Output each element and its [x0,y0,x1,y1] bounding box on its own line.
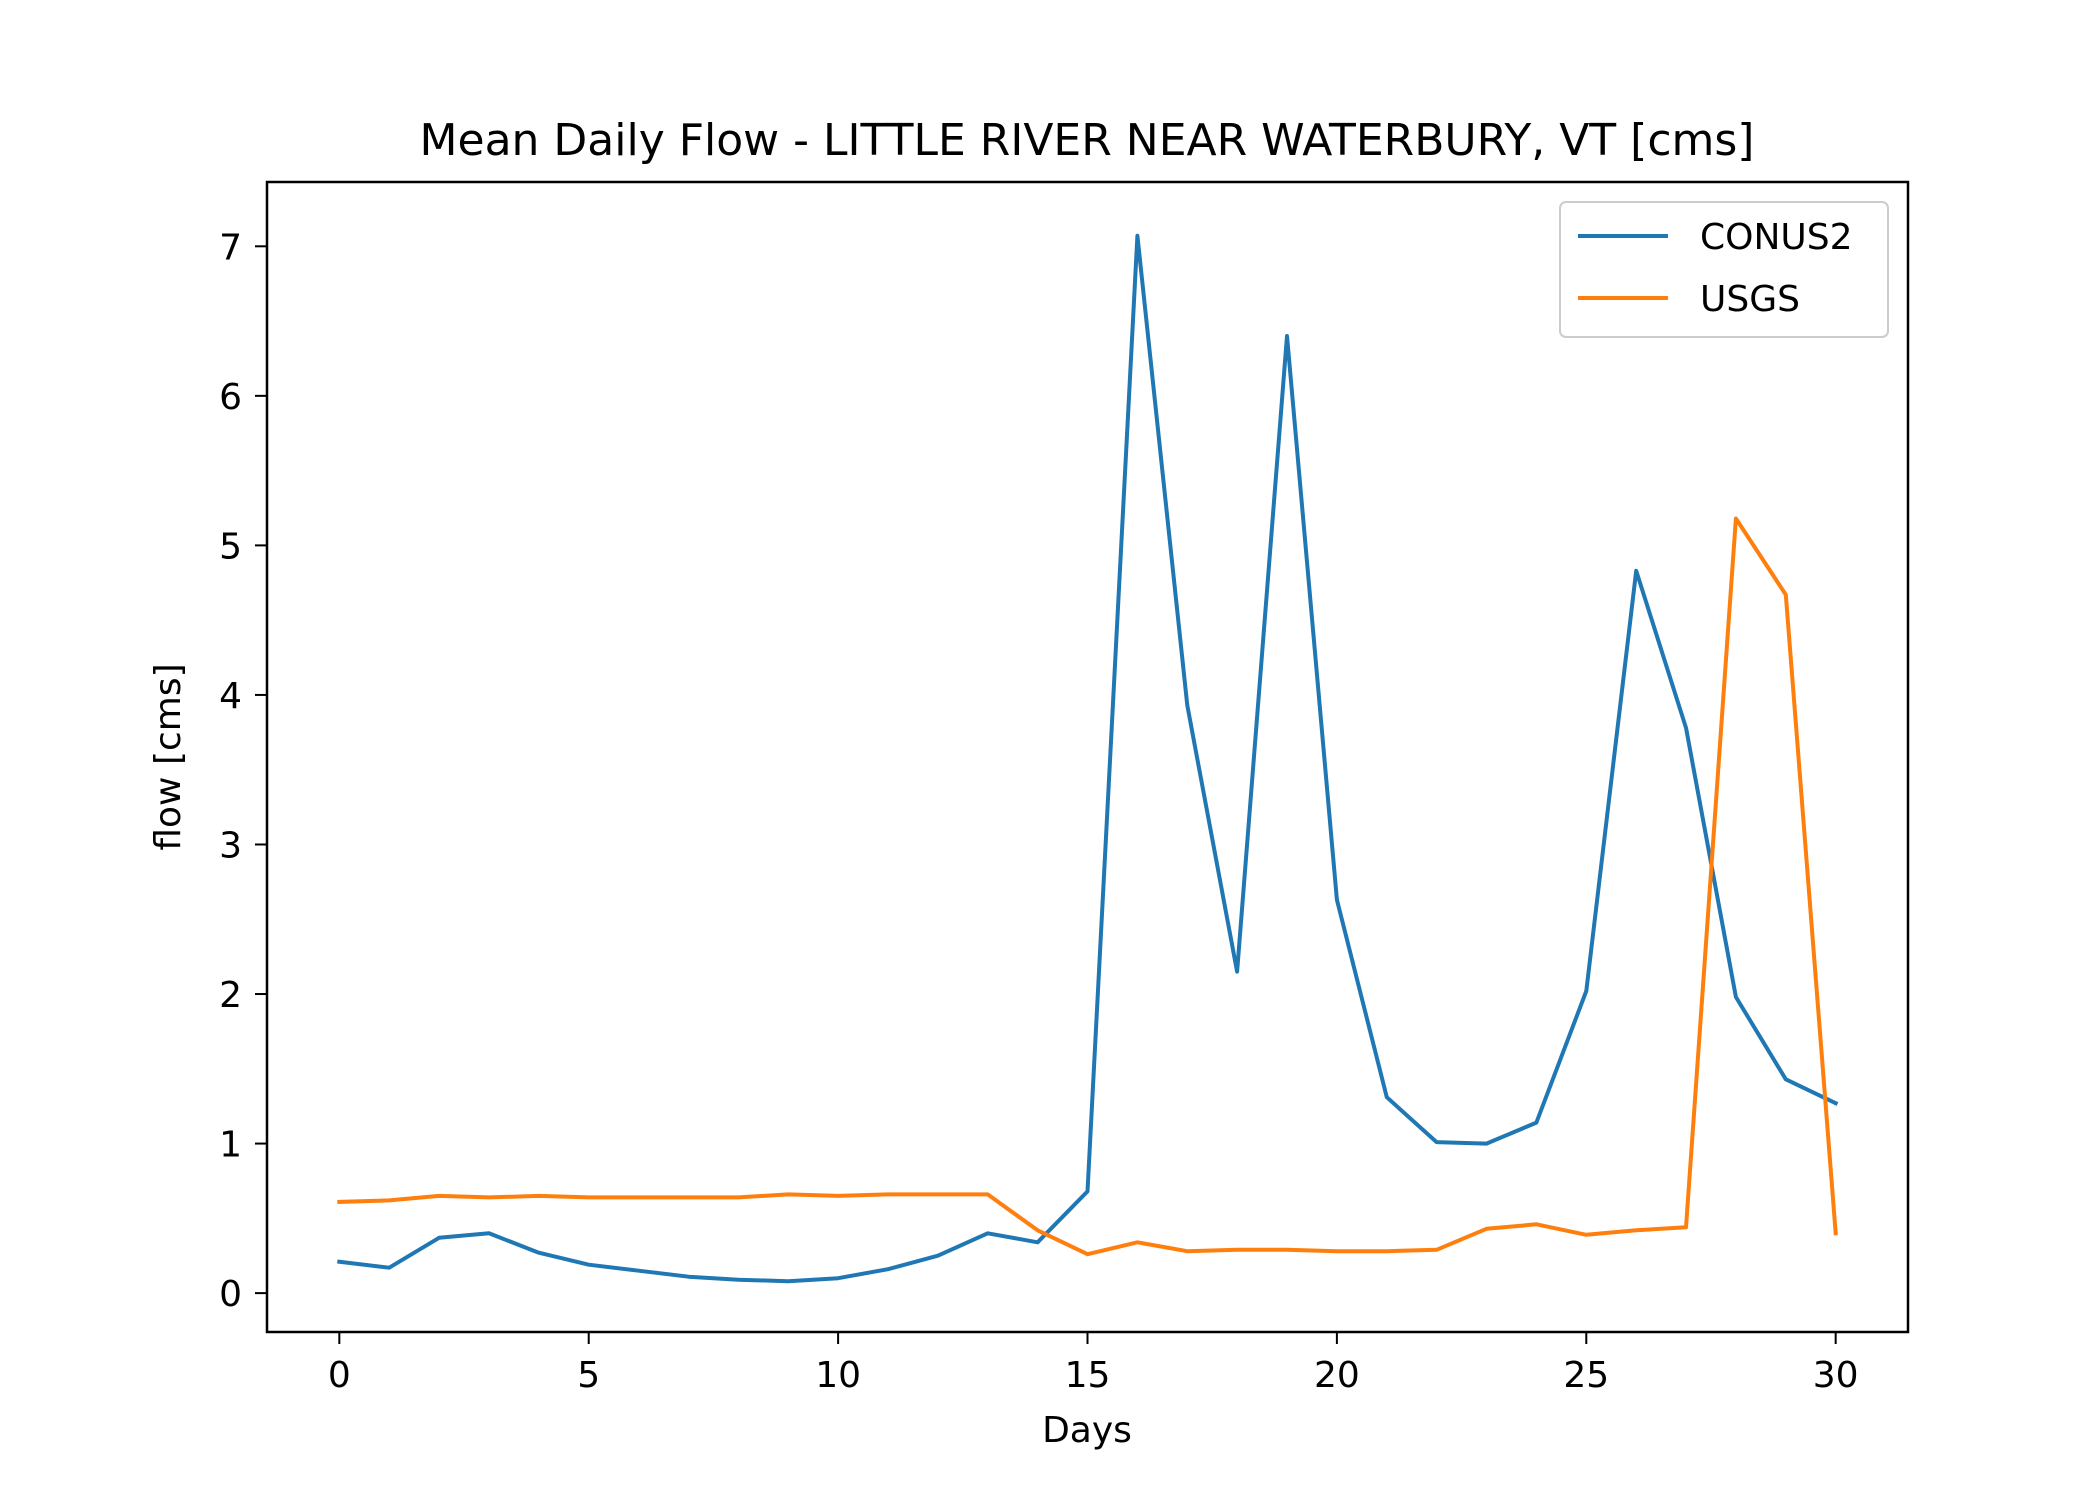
y-tick-label: 3 [219,825,242,866]
legend-label: USGS [1700,279,1800,320]
y-tick-label: 4 [219,676,242,717]
y-axis-label: flow [cms] [148,663,189,850]
y-tick-label: 0 [219,1274,242,1315]
legend-label: CONUS2 [1700,217,1853,258]
plot-frame [265,180,1910,1334]
axis-ticks: 0 5 10 15 20 25 30 0 1 2 3 4 5 6 7 [219,227,1858,1396]
x-tick-label: 30 [1813,1355,1859,1396]
x-tick-label: 25 [1563,1355,1609,1396]
y-tick-label: 1 [219,1125,242,1166]
chart-title: Mean Daily Flow - LITTLE RIVER NEAR WATE… [420,115,1755,166]
y-tick-label: 7 [219,227,242,268]
y-tick-label: 2 [219,975,242,1016]
x-tick-label: 5 [577,1355,600,1396]
series-lines [337,233,1839,1284]
x-tick-label: 20 [1314,1355,1360,1396]
x-tick-label: 15 [1065,1355,1111,1396]
x-tick-label: 0 [328,1355,351,1396]
x-axis-label: Days [1042,1410,1132,1451]
x-tick-label: 10 [815,1355,861,1396]
series-line-usgs [337,516,1838,1257]
y-tick-label: 6 [219,377,242,418]
series-line-conus2 [337,233,1839,1284]
y-tick-label: 5 [219,526,242,567]
legend: CONUS2 USGS [1559,201,1889,338]
